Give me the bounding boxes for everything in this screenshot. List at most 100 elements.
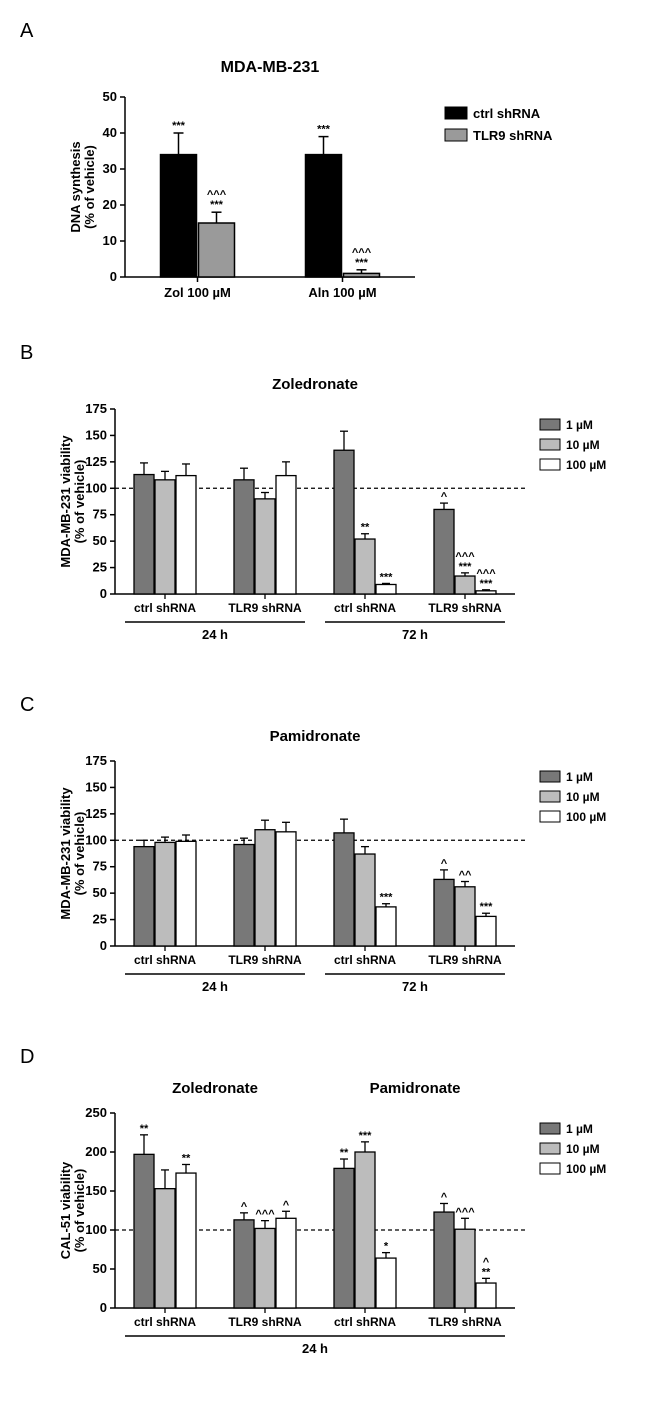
svg-text:TLR9 shRNA: TLR9 shRNA bbox=[228, 601, 302, 615]
svg-text:^^^: ^^^ bbox=[255, 1209, 275, 1221]
svg-text:50: 50 bbox=[93, 1261, 107, 1276]
svg-text:30: 30 bbox=[103, 161, 117, 176]
svg-text:***: *** bbox=[317, 124, 331, 136]
svg-text:***: *** bbox=[210, 199, 224, 211]
svg-text:**: ** bbox=[340, 1147, 349, 1159]
svg-text:50: 50 bbox=[93, 885, 107, 900]
svg-text:175: 175 bbox=[85, 401, 107, 416]
svg-text:^^^: ^^^ bbox=[455, 1206, 475, 1218]
svg-text:CAL-51 viability: CAL-51 viability bbox=[58, 1161, 73, 1259]
svg-text:20: 20 bbox=[103, 197, 117, 212]
panel-c-label: C bbox=[20, 694, 630, 717]
svg-text:***: *** bbox=[172, 120, 186, 132]
svg-text:^^: ^^ bbox=[459, 870, 472, 882]
panel-b-chart: Zoledronate 0 25 50 75 100 125 150 175 MDA-MB-231… bbox=[20, 369, 630, 664]
svg-text:50: 50 bbox=[103, 89, 117, 104]
panel-a-label: A bbox=[20, 20, 630, 43]
svg-text:TLR9 shRNA: TLR9 shRNA bbox=[473, 128, 553, 143]
svg-text:(% of vehicle): (% of vehicle) bbox=[72, 812, 87, 896]
svg-text:10 µM: 10 µM bbox=[566, 1142, 600, 1156]
svg-text:72 h: 72 h bbox=[402, 627, 428, 642]
svg-text:25: 25 bbox=[93, 912, 107, 927]
svg-text:24 h: 24 h bbox=[302, 1341, 328, 1356]
svg-text:**: ** bbox=[140, 1123, 149, 1135]
svg-text:Zoledronate: Zoledronate bbox=[172, 1080, 258, 1097]
svg-text:ctrl shRNA: ctrl shRNA bbox=[334, 601, 396, 615]
svg-text:25: 25 bbox=[93, 560, 107, 575]
svg-text:150: 150 bbox=[85, 1183, 107, 1198]
svg-text:(% of vehicle): (% of vehicle) bbox=[82, 145, 97, 229]
svg-text:ctrl shRNA: ctrl shRNA bbox=[134, 953, 196, 967]
svg-text:0: 0 bbox=[100, 1300, 107, 1315]
svg-text:*: * bbox=[384, 1241, 389, 1253]
svg-text:150: 150 bbox=[85, 427, 107, 442]
svg-text:125: 125 bbox=[85, 454, 107, 469]
svg-text:^: ^ bbox=[283, 1199, 290, 1211]
panel-b-label: B bbox=[20, 342, 630, 365]
svg-text:10: 10 bbox=[103, 233, 117, 248]
svg-text:***: *** bbox=[480, 901, 494, 913]
svg-text:75: 75 bbox=[93, 507, 107, 522]
svg-text:MDA-MB-231: MDA-MB-231 bbox=[221, 59, 320, 76]
svg-text:Aln 100 µM: Aln 100 µM bbox=[308, 285, 376, 300]
svg-text:50: 50 bbox=[93, 533, 107, 548]
svg-text:1 µM: 1 µM bbox=[566, 770, 593, 784]
svg-text:^: ^ bbox=[441, 491, 448, 503]
svg-text:250: 250 bbox=[85, 1105, 107, 1120]
svg-text:**: ** bbox=[482, 1266, 491, 1278]
svg-text:0: 0 bbox=[100, 938, 107, 953]
svg-text:40: 40 bbox=[103, 125, 117, 140]
svg-text:Pamidronate: Pamidronate bbox=[370, 1080, 461, 1097]
svg-text:MDA-MB-231 viability: MDA-MB-231 viability bbox=[58, 787, 73, 920]
svg-text:125: 125 bbox=[85, 806, 107, 821]
panel-d-label: D bbox=[20, 1046, 630, 1069]
svg-text:***: *** bbox=[459, 561, 473, 573]
svg-text:ctrl shRNA: ctrl shRNA bbox=[134, 1315, 196, 1329]
svg-text:ctrl shRNA: ctrl shRNA bbox=[473, 106, 541, 121]
svg-text:***: *** bbox=[359, 1130, 373, 1142]
svg-text:75: 75 bbox=[93, 859, 107, 874]
svg-text:Pamidronate: Pamidronate bbox=[270, 728, 361, 745]
svg-text:1 µM: 1 µM bbox=[566, 1122, 593, 1136]
svg-text:100: 100 bbox=[85, 1222, 107, 1237]
svg-text:***: *** bbox=[355, 257, 369, 269]
svg-text:^: ^ bbox=[441, 858, 448, 870]
panel-d-chart: 0 50 100 150 200 250 CAL-51 viability(% of veh… bbox=[20, 1073, 630, 1378]
svg-text:0: 0 bbox=[110, 269, 117, 284]
svg-text:***: *** bbox=[380, 892, 394, 904]
svg-text:MDA-MB-231 viability: MDA-MB-231 viability bbox=[58, 435, 73, 568]
svg-text:***: *** bbox=[380, 571, 394, 583]
svg-text:100: 100 bbox=[85, 480, 107, 495]
svg-text:10 µM: 10 µM bbox=[566, 438, 600, 452]
svg-text:100 µM: 100 µM bbox=[566, 458, 606, 472]
svg-text:(% of vehicle): (% of vehicle) bbox=[72, 1169, 87, 1253]
svg-text:^: ^ bbox=[441, 1191, 448, 1203]
svg-text:1 µM: 1 µM bbox=[566, 418, 593, 432]
svg-text:100 µM: 100 µM bbox=[566, 810, 606, 824]
svg-text:TLR9 shRNA: TLR9 shRNA bbox=[228, 1315, 302, 1329]
svg-text:ctrl shRNA: ctrl shRNA bbox=[334, 1315, 396, 1329]
svg-text:72 h: 72 h bbox=[402, 979, 428, 994]
svg-text:200: 200 bbox=[85, 1144, 107, 1159]
svg-text:(% of vehicle): (% of vehicle) bbox=[72, 460, 87, 544]
svg-text:Zoledronate: Zoledronate bbox=[272, 376, 358, 393]
svg-text:10 µM: 10 µM bbox=[566, 790, 600, 804]
svg-text:0: 0 bbox=[100, 586, 107, 601]
svg-text:***: *** bbox=[480, 578, 494, 590]
svg-text:Zol 100 µM: Zol 100 µM bbox=[164, 285, 231, 300]
svg-text:TLR9 shRNA: TLR9 shRNA bbox=[428, 1315, 502, 1329]
svg-text:100: 100 bbox=[85, 832, 107, 847]
svg-text:ctrl shRNA: ctrl shRNA bbox=[334, 953, 396, 967]
svg-text:TLR9 shRNA: TLR9 shRNA bbox=[428, 953, 502, 967]
svg-text:**: ** bbox=[361, 522, 370, 534]
svg-text:24 h: 24 h bbox=[202, 627, 228, 642]
svg-text:^: ^ bbox=[241, 1201, 248, 1213]
svg-text:TLR9 shRNA: TLR9 shRNA bbox=[428, 601, 502, 615]
svg-text:175: 175 bbox=[85, 753, 107, 768]
panel-a-chart: MDA-MB-231 0 10 20 30 40 50 DNA synthesis(% of … bbox=[20, 47, 630, 312]
svg-text:**: ** bbox=[182, 1152, 191, 1164]
svg-text:ctrl shRNA: ctrl shRNA bbox=[134, 601, 196, 615]
svg-text:DNA synthesis: DNA synthesis bbox=[68, 141, 83, 232]
panel-c-chart: Pamidronate0255075100125150175MDA-MB-231… bbox=[20, 721, 630, 1016]
svg-text:TLR9 shRNA: TLR9 shRNA bbox=[228, 953, 302, 967]
